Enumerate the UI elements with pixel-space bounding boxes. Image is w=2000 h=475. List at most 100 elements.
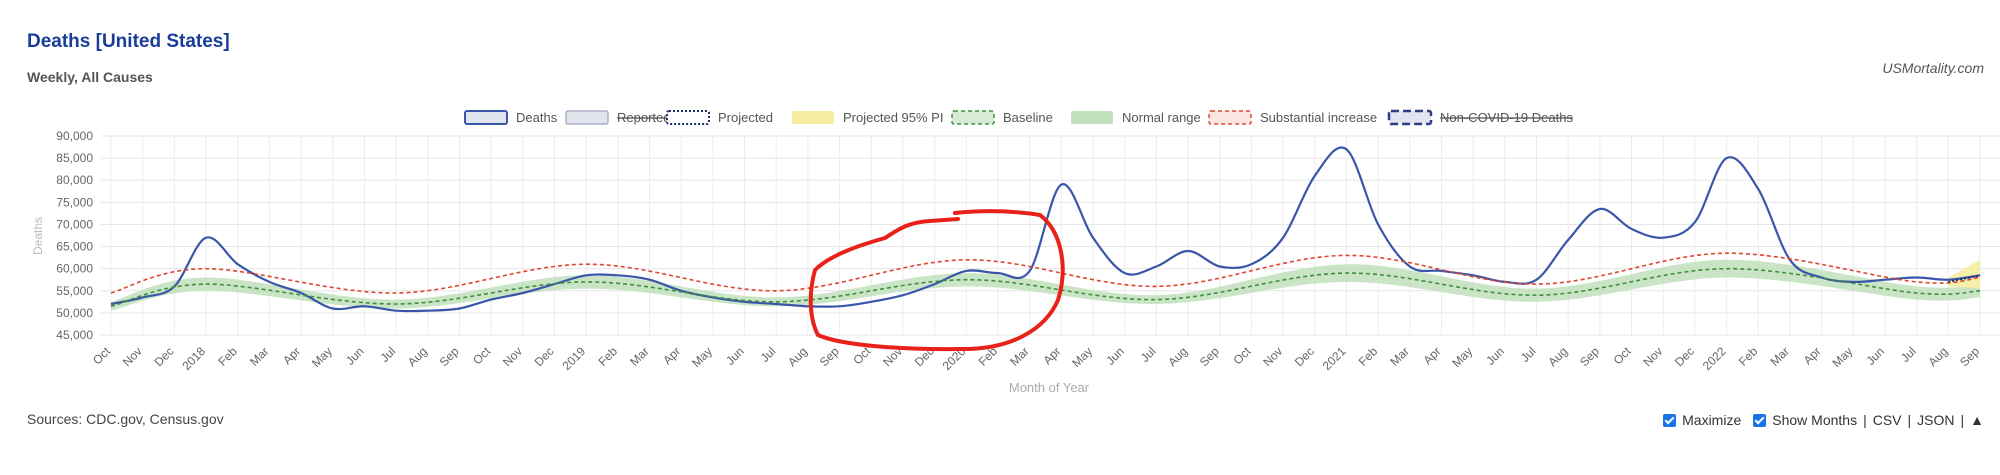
x-tick-label: Apr (660, 344, 683, 367)
x-axis-ticks: Oct Nov Dec 2018 Feb Mar Apr May Jun Jul Aug Sep Oct… (90, 344, 1982, 373)
x-tick-label: Jul (377, 344, 398, 365)
separator: | (1863, 412, 1867, 428)
legend-swatch (792, 111, 834, 124)
x-tick-label: Apr (1801, 344, 1824, 367)
legend-label: Non-COVID-19 Deaths (1440, 110, 1573, 125)
brand-label: USMortality.com (1882, 60, 1984, 76)
x-tick-label: Sep (1197, 344, 1222, 369)
show-months-checkbox[interactable] (1753, 413, 1767, 427)
x-tick-label: Aug (405, 344, 430, 369)
json-link[interactable]: JSON (1917, 412, 1955, 428)
x-tick-label: Nov (500, 344, 525, 369)
x-tick-label: Mar (247, 344, 272, 369)
x-tick-label: 2018 (179, 344, 208, 373)
x-tick-label: May (309, 344, 335, 370)
x-tick-label: Sep (1957, 344, 1982, 369)
x-tick-label: Nov (1260, 344, 1285, 369)
chart-title: Deaths [United States] (27, 31, 230, 52)
baseline-line (110, 267, 1981, 308)
y-tick-label: 85,000 (56, 151, 93, 165)
maximize-label[interactable]: Maximize (1682, 412, 1742, 428)
x-tick-label: May (1069, 344, 1095, 370)
y-axis-ticks: 45,000 50,000 55,000 60,000 65,000 70,000 75,0… (56, 129, 93, 342)
x-tick-label: Dec (1292, 344, 1317, 369)
x-tick-label: Jun (343, 344, 367, 368)
chart-bands (111, 259, 1980, 311)
x-tick-label: Dec (1672, 344, 1697, 369)
x-tick-label: Dec (532, 344, 557, 369)
x-tick-label: Jun (1863, 344, 1887, 368)
chart-legend[interactable]: Deaths Reported Projected Projected 95% PI B… (464, 109, 1573, 126)
x-tick-label: 2021 (1320, 344, 1349, 373)
x-tick-label: Apr (1040, 344, 1063, 367)
x-tick-label: Apr (280, 344, 303, 367)
x-tick-label: Feb (1356, 344, 1381, 369)
legend-label: Deaths (516, 110, 558, 125)
legend-label: Projected 95% PI (843, 110, 943, 125)
csv-link[interactable]: CSV (1872, 412, 1902, 428)
x-tick-label: Oct (90, 344, 114, 368)
x-tick-label: Feb (215, 344, 240, 369)
legend-swatch (666, 110, 710, 125)
x-tick-label: May (689, 344, 715, 370)
legend-swatch (1387, 109, 1433, 126)
legend-swatch (1208, 110, 1252, 125)
chart-controls: Maximize Show Months | CSV | JSON | ▲ (1663, 412, 1984, 428)
x-tick-label: 2022 (1700, 344, 1729, 373)
x-tick-label: Jun (1483, 344, 1507, 368)
y-tick-label: 55,000 (56, 284, 93, 298)
x-tick-label: Mar (1387, 344, 1412, 369)
y-tick-label: 65,000 (56, 240, 93, 254)
y-axis-label: Deaths (31, 217, 45, 255)
legend-swatch (1071, 111, 1113, 124)
x-tick-label: Feb (595, 344, 620, 369)
deaths-chart: Deaths Reported Projected Projected 95% PI B… (31, 109, 2000, 395)
separator: | (1907, 412, 1912, 428)
substantial-increase-line (110, 252, 1981, 294)
legend-swatch (951, 110, 995, 125)
show-months-label[interactable]: Show Months (1772, 412, 1858, 428)
x-tick-label: May (1449, 344, 1475, 370)
x-tick-label: Mar (1007, 344, 1032, 369)
x-tick-label: Oct (470, 344, 494, 368)
x-tick-label: Sep (437, 344, 462, 369)
y-tick-label: 60,000 (56, 262, 93, 276)
x-tick-label: Sep (1577, 344, 1602, 369)
x-tick-label: 2019 (560, 344, 589, 373)
projected-pi-band (1948, 259, 1980, 289)
x-axis-label: Month of Year (1009, 380, 1090, 395)
x-tick-label: Jul (1898, 344, 1919, 365)
chart-lines (110, 146, 1981, 313)
x-tick-label: Oct (1230, 344, 1254, 368)
x-tick-label: Oct (1611, 344, 1635, 368)
legend-label: Projected (718, 110, 773, 125)
y-tick-label: 50,000 (56, 306, 93, 320)
x-tick-label: Aug (1925, 344, 1950, 369)
x-tick-label: May (1829, 344, 1855, 370)
y-tick-label: 90,000 (56, 129, 93, 143)
y-tick-label: 75,000 (56, 195, 93, 209)
x-tick-label: Feb (1736, 344, 1761, 369)
x-tick-label: Dec (151, 344, 176, 369)
x-tick-label: Aug (785, 344, 810, 369)
scroll-top-icon[interactable]: ▲ (1970, 412, 1984, 428)
sources-text: Sources: CDC.gov, Census.gov (27, 411, 224, 427)
x-tick-label: Nov (1640, 344, 1665, 369)
deaths-line (110, 146, 1981, 313)
x-tick-label: Apr (1420, 344, 1443, 367)
chart-subtitle: Weekly, All Causes (27, 69, 153, 85)
legend-swatch (565, 110, 609, 125)
y-tick-label: 45,000 (56, 328, 93, 342)
projected-line (1948, 274, 1981, 283)
legend-label: Substantial increase (1260, 110, 1377, 125)
x-tick-label: Jul (758, 344, 779, 365)
x-tick-label: Jun (1103, 344, 1127, 368)
separator: | (1960, 412, 1965, 428)
x-tick-label: Mar (1768, 344, 1793, 369)
y-tick-label: 80,000 (56, 173, 93, 187)
maximize-checkbox[interactable] (1663, 413, 1677, 427)
x-tick-label: Jul (1518, 344, 1539, 365)
x-tick-label: Nov (120, 344, 145, 369)
legend-label: Normal range (1122, 110, 1201, 125)
x-tick-label: Aug (1545, 344, 1570, 369)
